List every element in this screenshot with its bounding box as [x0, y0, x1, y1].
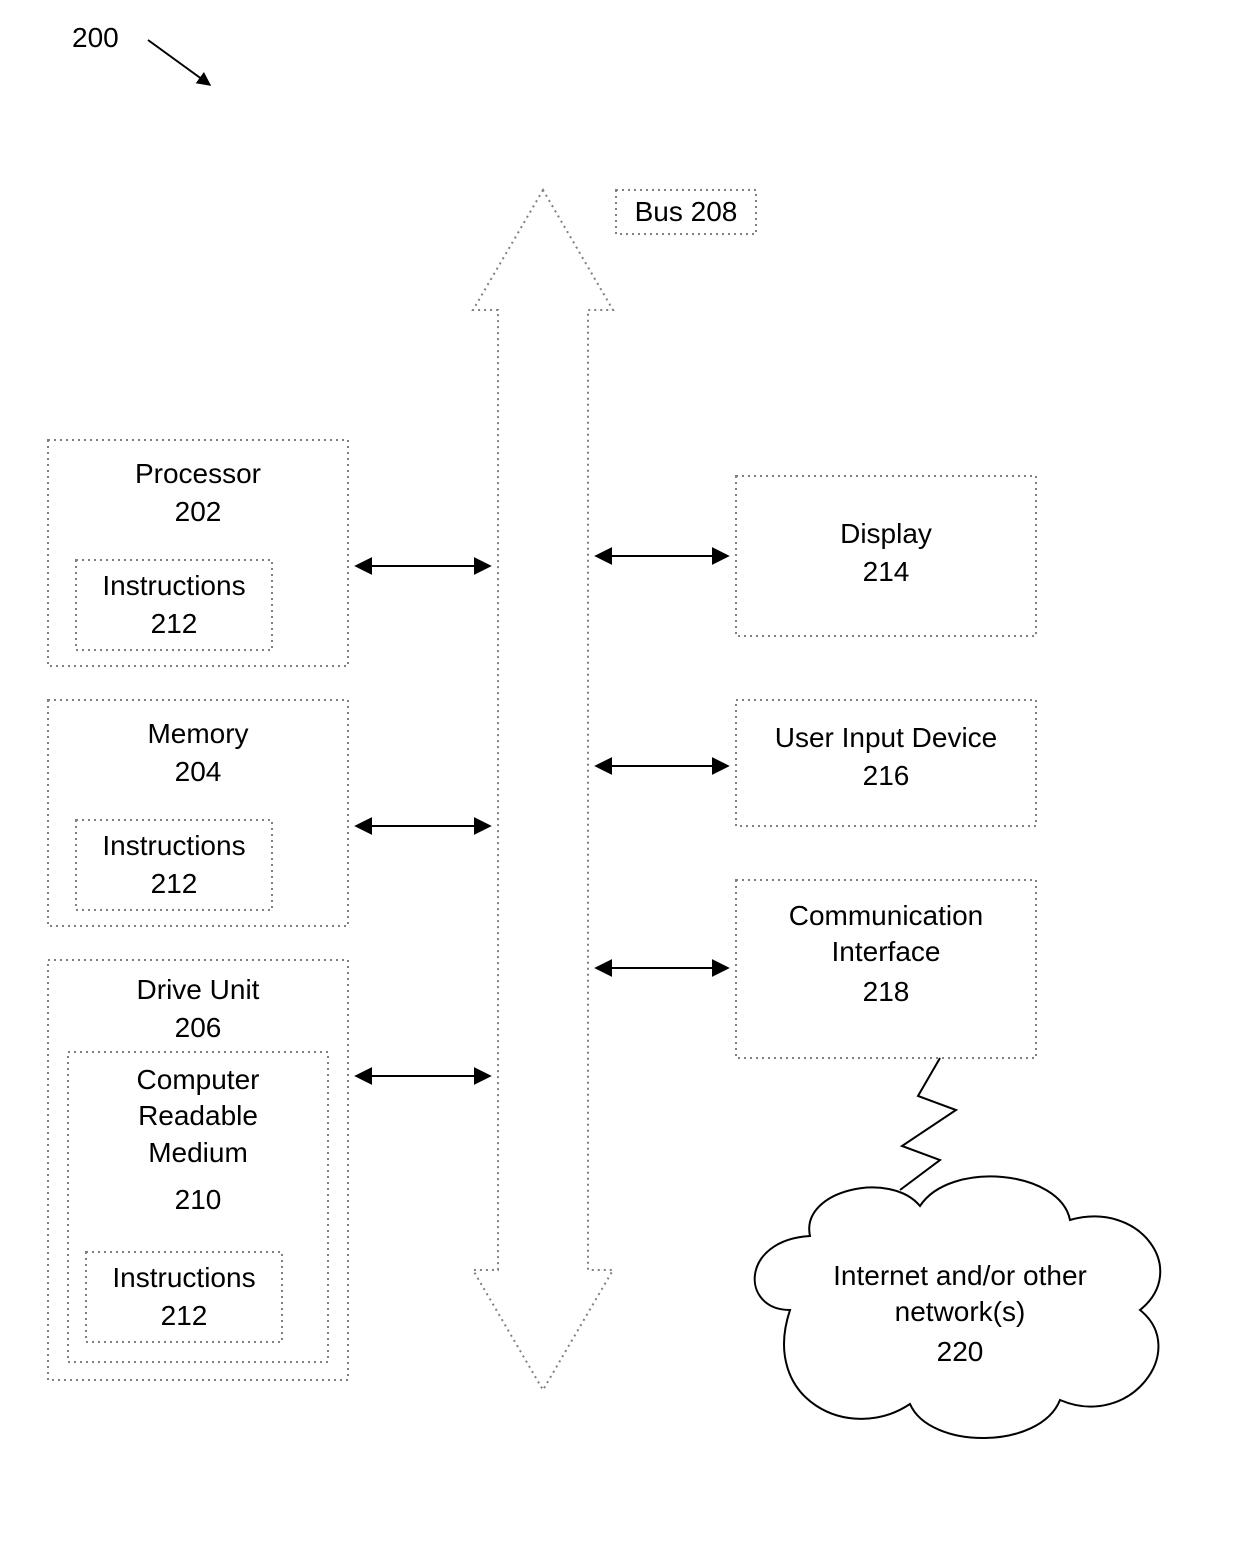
figure-ref-arrow — [148, 40, 210, 85]
drive-box — [48, 960, 348, 1380]
processor-instr-box — [76, 560, 272, 650]
diagram-canvas: 200 Bus 208 Processor 202 Instructions 2… — [0, 0, 1240, 1559]
memory-instr-box — [76, 820, 272, 910]
medium-box — [68, 1052, 328, 1362]
bus-label-box — [616, 190, 756, 234]
bus-arrow — [473, 190, 613, 1390]
zigzag-link — [900, 1058, 956, 1190]
processor-box — [48, 440, 348, 666]
comm-box — [736, 880, 1036, 1058]
network-cloud — [755, 1176, 1161, 1438]
input-box — [736, 700, 1036, 826]
diagram-svg — [0, 0, 1240, 1559]
memory-box — [48, 700, 348, 926]
medium-instr-box — [86, 1252, 282, 1342]
display-box — [736, 476, 1036, 636]
